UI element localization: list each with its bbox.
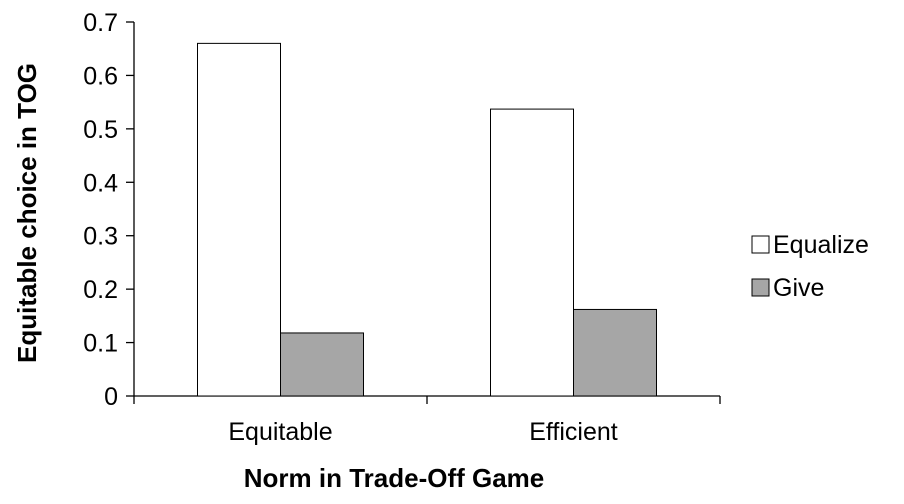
legend-label: Give [773, 274, 824, 302]
legend-swatch [751, 235, 770, 254]
plot-area [133, 22, 720, 397]
legend-label: Equalize [773, 231, 869, 259]
legend: Equalize Give [751, 231, 869, 302]
x-axis-title: Norm in Trade-Off Game [244, 463, 545, 493]
y-tick-label: 0.5 [83, 116, 118, 144]
bar-give-efficient [573, 308, 657, 397]
bar-equalize-efficient [490, 108, 574, 397]
legend-swatch [751, 278, 770, 297]
y-tick-label: 0.1 [83, 330, 118, 358]
bar-equalize-equitable [197, 42, 281, 397]
x-category-label: Efficient [529, 418, 618, 446]
x-category-label: Equitable [228, 418, 332, 446]
y-tick-label: 0.3 [83, 223, 118, 251]
bar-give-equitable [280, 332, 364, 397]
y-tick-label: 0.4 [83, 169, 118, 197]
y-tick-label: 0 [104, 383, 118, 411]
y-tick-label: 0.7 [83, 9, 118, 37]
y-tick-label: 0.2 [83, 276, 118, 304]
y-axis-title: Equitable choice in TOG [12, 63, 42, 363]
y-axis-ticks: 0 0.1 0.2 0.3 0.4 0.5 0.6 0.7 [83, 9, 134, 411]
x-axis-categories: Equitable Efficient [133, 396, 721, 446]
y-tick-label: 0.6 [83, 62, 118, 90]
